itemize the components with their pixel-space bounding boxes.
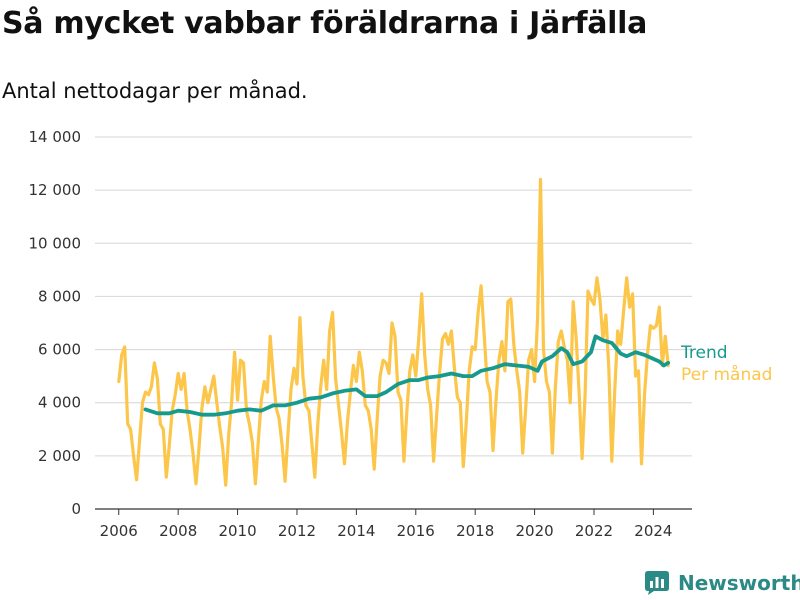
x-tick-label: 2010 [218, 522, 256, 540]
legend-label-trend: Trend [680, 343, 728, 363]
legend-label-monthly: Per månad [681, 364, 772, 385]
gridlines [95, 136, 692, 457]
y-tick-label: 6 000 [38, 341, 81, 359]
y-tick-label: 8 000 [38, 287, 81, 305]
y-tick-label: 14 000 [29, 128, 82, 146]
x-axis: 2006 2008 2010 2012 2014 2016 2018 2020 2022 2024 [95, 508, 692, 540]
y-axis-ticks: 0 2 000 4 000 6 000 8 000 10 000 12 000 14 000 [29, 128, 82, 518]
page-title: Så mycket vabbar föräldrarna i Järfälla [2, 6, 648, 41]
series-line-trend [143, 334, 671, 417]
y-tick-label: 12 000 [29, 181, 82, 199]
x-tick-label: 2022 [575, 522, 613, 540]
brand-name: Newsworthy [678, 571, 800, 595]
x-tick-label: 2020 [515, 522, 553, 540]
y-tick-label: 2 000 [38, 447, 81, 465]
y-tick-label: 0 [71, 500, 81, 518]
x-tick-label: 2016 [397, 522, 435, 540]
page-subtitle: Antal nettodagar per månad. [2, 79, 308, 103]
series-line-monthly [117, 177, 670, 487]
brand-logo: Newsworthy [644, 570, 800, 596]
y-tick-label: 4 000 [38, 394, 81, 412]
x-tick-label: 2018 [456, 522, 494, 540]
x-tick-label: 2012 [278, 522, 316, 540]
y-tick-label: 10 000 [29, 234, 82, 252]
x-tick-label: 2014 [337, 522, 375, 540]
x-tick-label: 2006 [100, 522, 138, 540]
newsworthy-chart-icon [645, 571, 669, 595]
x-tick-label: 2024 [634, 522, 672, 540]
x-tick-label: 2008 [159, 522, 197, 540]
series-lines [117, 177, 671, 487]
